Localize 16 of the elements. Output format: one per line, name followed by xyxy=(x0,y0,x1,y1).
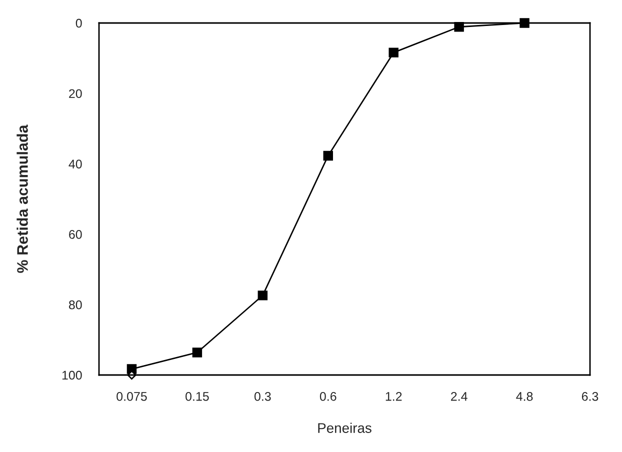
x-tick-label: 0.075 xyxy=(116,392,147,401)
y-axis-title: % Retida acumulada xyxy=(16,124,28,273)
x-tick-label: 4.8 xyxy=(516,392,533,401)
y-tick-label: 0 xyxy=(76,18,82,28)
x-tick-label: 1.2 xyxy=(386,392,402,401)
y-tick-label: 20 xyxy=(69,89,82,98)
y-tick-label: 80 xyxy=(68,300,82,310)
x-tick-label: 6.3 xyxy=(582,392,598,401)
x-tick-label: 2.4 xyxy=(451,392,468,401)
x-tick-label: 0.15 xyxy=(186,392,209,401)
x-tick-label: 0.6 xyxy=(320,392,336,401)
x-axis-title: Peneiras xyxy=(318,422,372,433)
y-tick-label: 40 xyxy=(68,160,82,168)
y-tick-label: 100 xyxy=(62,370,82,380)
x-tick-label: 0.3 xyxy=(254,392,271,401)
y-tick-label: 60 xyxy=(69,230,82,239)
